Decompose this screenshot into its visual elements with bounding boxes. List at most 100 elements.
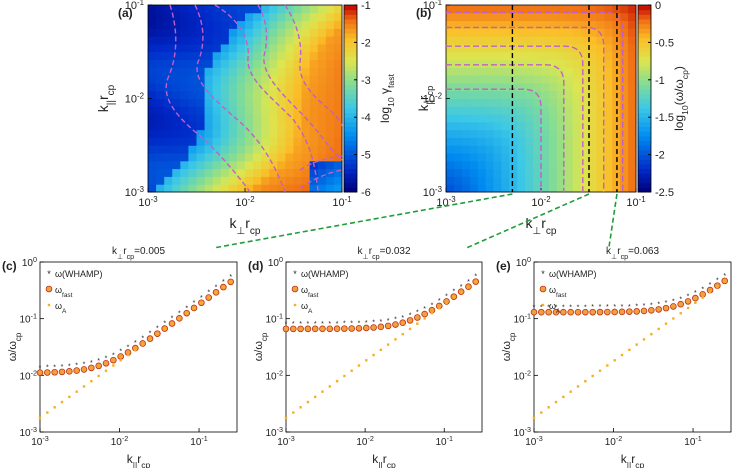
colorbar-cell [344,42,357,48]
heatmap-cell [517,28,526,37]
heatmap-cell [564,160,574,170]
heatmap-cell [164,106,173,115]
whamp-point: * [156,326,159,333]
heatmap-cell [172,67,181,76]
fast-mode-point [406,317,414,324]
heatmap-cell [604,12,613,22]
whamp-point: * [68,363,71,370]
heatmap-cell [580,98,589,107]
heatmap-cell [461,75,471,84]
whamp-point: * [163,321,166,328]
heatmap-cell [333,129,343,138]
heatmap-cell [148,98,157,107]
alfven-point [386,343,390,346]
heatmap-cell [220,98,230,107]
heatmap-cell [628,51,637,61]
heatmap-cell [285,145,294,154]
heatmap-cell [180,90,189,99]
heatmap-cell [517,184,526,193]
heatmap-cell [269,59,278,68]
heatmap-cell [172,114,181,123]
heatmap-cell [212,114,222,123]
heatmap-cell [236,28,246,37]
heatmap-cell [461,12,471,22]
heatmap-cell [580,153,589,162]
heatmap-cell [220,137,230,146]
whamp-point: * [372,320,375,327]
heatmap-cell [485,75,494,84]
heatmap-cell [533,43,542,53]
heatmap-cell [212,59,222,68]
heatmap-cell [228,67,238,76]
whamp-point: * [606,304,609,311]
heatmap-cell [469,82,479,92]
heatmap-cell [509,20,518,29]
heatmap-cell [261,36,270,45]
heatmap-cell [156,82,165,92]
heatmap-cell [301,51,311,61]
alfven-point [679,312,682,315]
heatmap-cell [236,12,246,22]
whamp-point: * [445,294,448,301]
heatmap-cell [628,98,637,107]
colorbar-cell [344,93,357,99]
heatmap-cell [196,12,206,22]
colorbar-tick-label: -2 [361,37,371,49]
heatmap-cell [196,43,206,53]
heatmap-cell [493,28,502,37]
heatmap-cell [548,82,558,92]
heatmap-cell [580,59,589,68]
heatmap-cell [604,90,613,99]
heatmap-cell [501,184,510,193]
heatmap-cell [188,121,197,131]
heatmap-cell [188,20,197,29]
whamp-point: * [39,365,42,372]
heatmap-cell [301,168,311,177]
heatmap-cell [196,36,206,45]
heatmap-cell [196,20,206,29]
colorbar-cell [344,131,357,137]
heatmap-cell [588,36,597,45]
contour-line [446,64,565,192]
y-tick-label: 10-2 [513,368,531,383]
alfven-point [459,291,463,294]
heatmap-cell [517,90,526,99]
heatmap-cell [293,5,303,14]
heatmap-cell [156,98,165,107]
alfven-point [723,280,726,284]
heatmap-cell [469,114,479,123]
y-tick-label: 10-1 [125,0,145,12]
heatmap-cell [501,20,510,29]
heatmap-cell [236,160,246,170]
heatmap-cell [533,168,542,177]
heatmap-cell [228,51,238,61]
heatmap-cell [269,168,278,177]
scatter-panel-e: 10-3 10-2 10-110-310-210-1100k⊥rcp=0.063(e… [496,246,732,468]
heatmap-cell [461,82,471,92]
heatmap-cell [548,176,558,185]
heatmap-cell [188,129,197,138]
heatmap-cell [228,106,238,115]
heatmap-cell [588,184,597,193]
whamp-point: * [723,273,726,280]
heatmap-cell [620,82,629,92]
heatmap-cell [588,67,597,76]
heatmap-cell [156,160,165,170]
heatmap-cell [277,82,286,92]
whamp-point: * [105,355,108,362]
fast-mode-point [311,325,319,333]
heatmap-cell [509,160,518,170]
heatmap-cell [461,43,471,53]
heatmap-cell [604,28,613,37]
colorbar-cell [638,177,651,184]
heatmap-cell [325,106,335,115]
heatmap-cell [580,5,589,14]
heatmap-cell [317,12,327,22]
colorbar-cell [638,182,651,188]
alfven-point [357,364,361,367]
heatmap-cell [212,153,222,162]
heatmap-cell [148,160,157,170]
y-tick-label: 100 [268,255,283,270]
heatmap-cell [485,28,494,37]
heatmap-cell [204,129,214,138]
